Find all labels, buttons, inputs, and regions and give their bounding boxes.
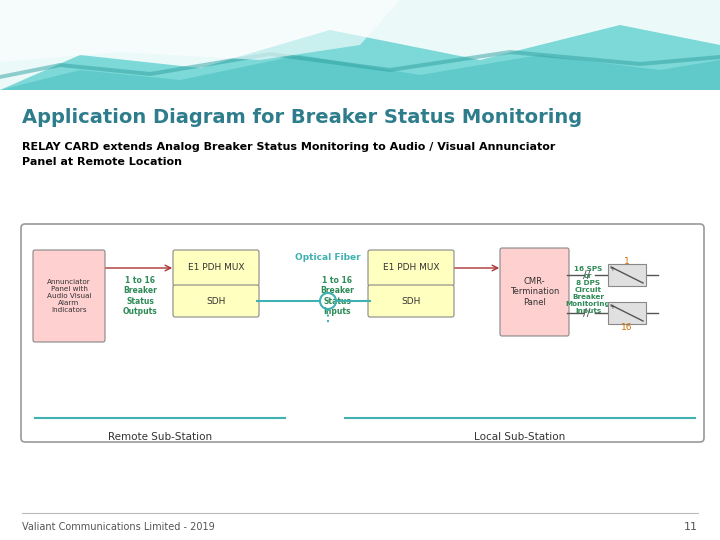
Text: Valiant Communications Limited - 2019: Valiant Communications Limited - 2019 — [22, 522, 215, 532]
Text: SDH: SDH — [207, 296, 225, 306]
Text: +: + — [609, 266, 615, 272]
Polygon shape — [0, 50, 720, 79]
Polygon shape — [0, 0, 720, 90]
Text: 1 to 16
Breaker
Status
Inputs: 1 to 16 Breaker Status Inputs — [320, 276, 354, 316]
Text: Annunciator
Panel with
Audio Visual
Alarm
Indicators: Annunciator Panel with Audio Visual Alar… — [47, 279, 91, 313]
Text: 1 to 16
Breaker
Status
Outputs: 1 to 16 Breaker Status Outputs — [122, 276, 158, 316]
FancyBboxPatch shape — [173, 285, 259, 317]
Text: 16: 16 — [621, 322, 633, 332]
FancyBboxPatch shape — [500, 248, 569, 336]
Text: //: // — [583, 308, 590, 318]
Text: Optical Fiber: Optical Fiber — [295, 253, 361, 262]
FancyBboxPatch shape — [368, 285, 454, 317]
Polygon shape — [0, 55, 720, 90]
FancyBboxPatch shape — [33, 250, 105, 342]
Text: 11: 11 — [684, 522, 698, 532]
Text: //: // — [583, 270, 590, 280]
Polygon shape — [0, 0, 400, 62]
Text: 1: 1 — [624, 258, 630, 267]
Text: +: + — [609, 304, 615, 310]
Bar — [608, 264, 646, 286]
Text: E1 PDH MUX: E1 PDH MUX — [383, 264, 439, 273]
FancyBboxPatch shape — [173, 250, 259, 286]
Text: E1 PDH MUX: E1 PDH MUX — [188, 264, 244, 273]
Text: CMR-
Termination
Panel: CMR- Termination Panel — [510, 277, 559, 307]
Bar — [608, 302, 646, 324]
Text: Local Sub-Station: Local Sub-Station — [474, 432, 566, 442]
Text: SDH: SDH — [401, 296, 420, 306]
Text: 16 SPS
or
8 DPS
Circuit
Breaker
Monitoring
Inputs: 16 SPS or 8 DPS Circuit Breaker Monitori… — [566, 266, 611, 314]
Text: RELAY CARD extends Analog Breaker Status Monitoring to Audio / Visual Annunciato: RELAY CARD extends Analog Breaker Status… — [22, 142, 555, 167]
FancyBboxPatch shape — [21, 224, 704, 442]
Text: Application Diagram for Breaker Status Monitoring: Application Diagram for Breaker Status M… — [22, 108, 582, 127]
Polygon shape — [0, 0, 720, 90]
FancyBboxPatch shape — [368, 250, 454, 286]
Text: Remote Sub-Station: Remote Sub-Station — [108, 432, 212, 442]
